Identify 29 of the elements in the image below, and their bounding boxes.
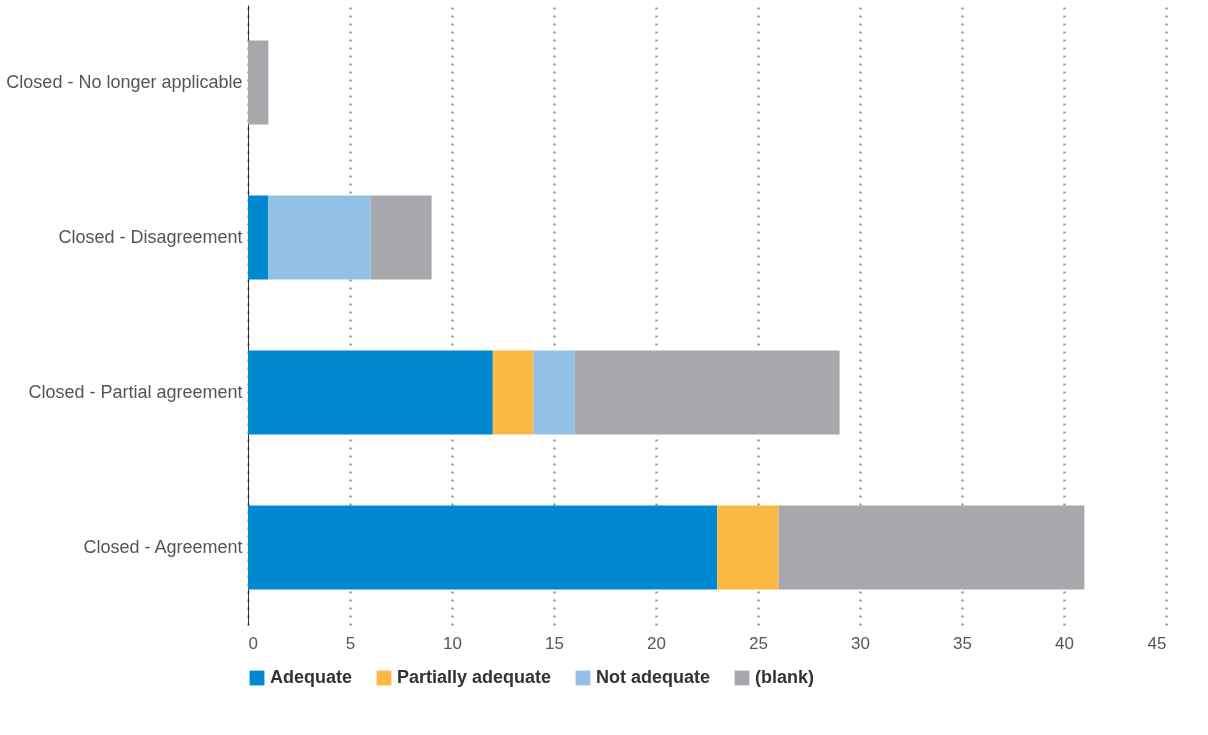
- bar: [248, 40, 269, 125]
- bar: [370, 195, 432, 280]
- bar: [248, 350, 493, 435]
- x-tick-label: 15: [545, 633, 564, 653]
- x-tick-label: 10: [443, 633, 462, 653]
- bar: [533, 350, 575, 435]
- bar: [574, 350, 840, 435]
- legend-label: Partially adequate: [397, 667, 552, 687]
- legend-label: Adequate: [270, 667, 353, 687]
- x-tick-label: 40: [1055, 633, 1074, 653]
- bar: [268, 195, 371, 280]
- x-tick-label: 0: [248, 633, 258, 653]
- x-tick-label: 35: [953, 633, 972, 653]
- y-tick-label: Closed - No longer applicable: [6, 71, 243, 92]
- bar: [717, 505, 779, 590]
- y-tick-label: Closed - Agreement: [83, 536, 243, 557]
- x-tick-label: 20: [647, 633, 666, 653]
- legend-label: (blank): [755, 667, 815, 687]
- bar: [248, 195, 269, 280]
- x-tick-label: 30: [851, 633, 870, 653]
- x-tick-label: 45: [1147, 633, 1167, 653]
- bar: [492, 350, 534, 435]
- x-tick-label: 25: [749, 633, 768, 653]
- y-tick-label: Closed - Disagreement: [58, 226, 243, 247]
- bar: [778, 505, 1085, 590]
- legend-label: Not adequate: [596, 667, 711, 687]
- bar: [248, 505, 718, 590]
- x-tick-label: 5: [345, 633, 356, 653]
- y-tick-label: Closed - Partial agreement: [28, 381, 243, 402]
